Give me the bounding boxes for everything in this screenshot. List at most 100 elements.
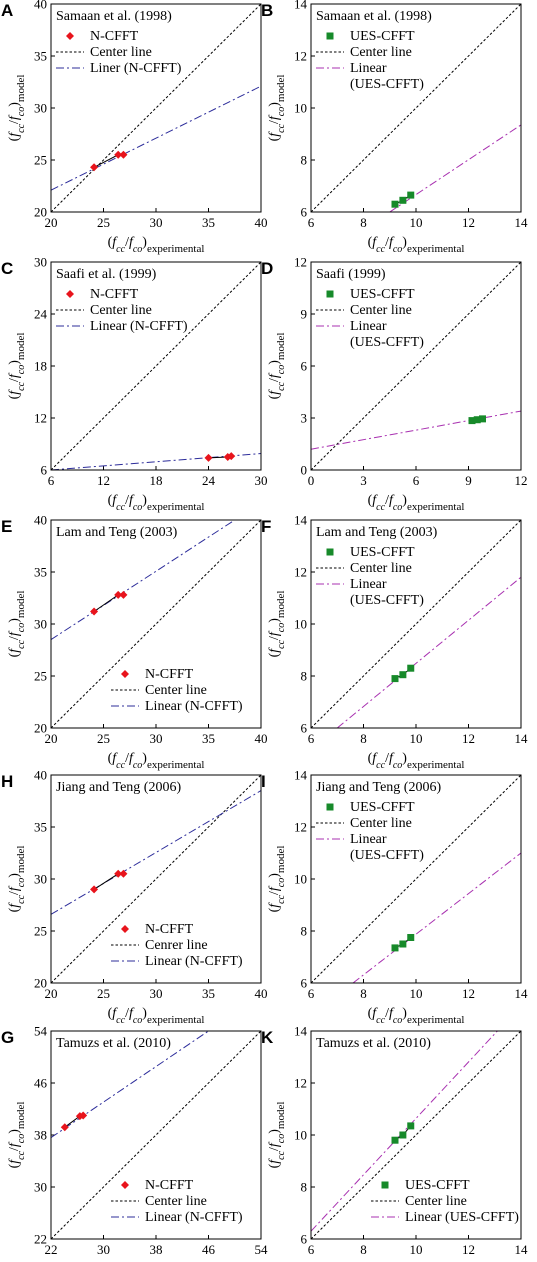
legend-label: Center line (350, 303, 412, 318)
x-tick-label: 8 (360, 986, 367, 1001)
center-line (311, 520, 521, 728)
x-tick-label: 25 (97, 731, 110, 746)
y-tick-label: 8 (301, 153, 308, 168)
y-tick-label: 12 (294, 49, 307, 64)
legend-label: (UES-CFFT) (350, 77, 424, 92)
x-axis-title: (fcc/fco)experimental (108, 751, 205, 771)
x-tick-label: 10 (410, 731, 423, 746)
legend-label: Linear (N-CFFT) (145, 1210, 243, 1225)
legend-marker (381, 1181, 389, 1189)
y-tick-label: 38 (34, 1128, 47, 1143)
legend-marker (66, 32, 74, 40)
x-tick-label: 30 (255, 473, 268, 488)
legend-marker (121, 1181, 129, 1189)
panel-label: H (1, 772, 13, 791)
legend-label: UES-CFFT (350, 545, 415, 560)
x-tick-label: 3 (360, 473, 367, 488)
legend-label: UES-CFFT (405, 1178, 470, 1193)
y-axis-title: (fcc/fco)model (7, 333, 27, 400)
chart-title: Tamuzs et al. (2010) (56, 1036, 171, 1051)
legend-label: Linear (N-CFFT) (145, 954, 243, 969)
chart-title: Jiang and Teng (2006) (56, 780, 181, 795)
data-point (60, 1123, 69, 1132)
chart-panel-b: B 6 8 10 12 14 6 8 10 12 14 Samaan et al. (1998) UES… (261, 0, 528, 255)
plot-frame (310, 3, 522, 213)
y-tick-label: 6 (41, 463, 48, 478)
x-tick-label: 10 (410, 986, 423, 1001)
legend-label: Cenrer line (145, 938, 208, 953)
legend-label: N-CFFT (145, 667, 194, 682)
x-axis-title: (fcc/fco)experimental (108, 235, 205, 255)
y-tick-label: 30 (34, 617, 47, 632)
chart-title: Tamuzs et al. (2010) (316, 1036, 431, 1051)
x-tick-label: 14 (515, 1242, 529, 1257)
y-tick-label: 10 (294, 872, 307, 887)
y-tick-label: 25 (34, 669, 47, 684)
data-point (119, 150, 128, 159)
y-tick-label: 12 (294, 255, 307, 270)
legend-label: Linear (N-CFFT) (90, 319, 188, 334)
chart-panel-h: H 20 25 30 35 40 20 25 30 35 40 Jiang and Teng (200… (1, 768, 268, 1027)
y-tick-label: 20 (34, 205, 47, 220)
chart-title: Samaan et al. (1998) (56, 9, 172, 24)
y-tick-label: 12 (294, 1076, 307, 1091)
y-tick-label: 14 (294, 1024, 308, 1039)
fit-line (389, 124, 521, 212)
y-axis-title: (fcc/fco)model (7, 591, 27, 658)
y-tick-label: 6 (301, 976, 308, 991)
fit-line (311, 410, 521, 450)
data-point (90, 607, 99, 616)
panel-label: I (261, 772, 266, 791)
data-point (79, 1111, 88, 1120)
x-tick-label: 40 (255, 731, 268, 746)
y-tick-label: 35 (34, 49, 47, 64)
x-tick-label: 30 (97, 1242, 110, 1257)
panel-label: F (261, 517, 271, 536)
plot-frame (310, 261, 522, 471)
data-point (114, 150, 123, 159)
panel-label: G (1, 1028, 14, 1047)
y-tick-label: 40 (34, 0, 47, 12)
y-tick-label: 18 (34, 359, 47, 374)
data-point (90, 885, 99, 894)
x-tick-label: 6 (308, 215, 315, 230)
x-tick-label: 35 (202, 731, 215, 746)
y-tick-label: 40 (34, 513, 47, 528)
y-axis-title: (fcc/fco)model (267, 846, 287, 913)
legend-label: N-CFFT (90, 287, 139, 302)
x-tick-label: 54 (255, 1242, 269, 1257)
y-tick-label: 40 (34, 768, 47, 783)
data-point (204, 453, 213, 462)
center-line (311, 262, 521, 470)
plot-frame (50, 774, 262, 984)
chart-panel-f: F 6 8 10 12 14 6 8 10 12 14 Lam and Teng (2003) UES-… (261, 513, 528, 772)
x-tick-label: 14 (515, 986, 529, 1001)
x-tick-label: 8 (360, 731, 367, 746)
y-tick-label: 35 (34, 565, 47, 580)
panel-label: E (1, 517, 12, 536)
x-tick-label: 12 (462, 731, 475, 746)
x-tick-label: 30 (150, 986, 163, 1001)
y-tick-label: 8 (301, 1180, 308, 1195)
plot-frame (50, 261, 262, 471)
fit-line (336, 576, 521, 728)
data-point (479, 415, 486, 423)
legend-label: Linear (350, 61, 387, 76)
center-line (51, 262, 261, 470)
data-point (407, 664, 415, 672)
data-point (399, 671, 407, 679)
y-tick-label: 6 (301, 205, 308, 220)
legend-marker (121, 670, 129, 678)
center-line (311, 775, 521, 983)
y-tick-label: 14 (294, 768, 308, 783)
x-tick-label: 6 (308, 986, 315, 1001)
fit-line (51, 790, 261, 915)
fit-line (51, 453, 261, 470)
x-axis-title: (fcc/fco)experimental (108, 1006, 205, 1026)
y-tick-label: 14 (294, 0, 308, 12)
legend-label: Center line (405, 1194, 467, 1209)
chart-panel-c: C 6 12 18 24 30 6 12 18 24 30 Saafi et al. (1999) N-… (1, 255, 268, 514)
x-tick-label: 25 (97, 215, 110, 230)
